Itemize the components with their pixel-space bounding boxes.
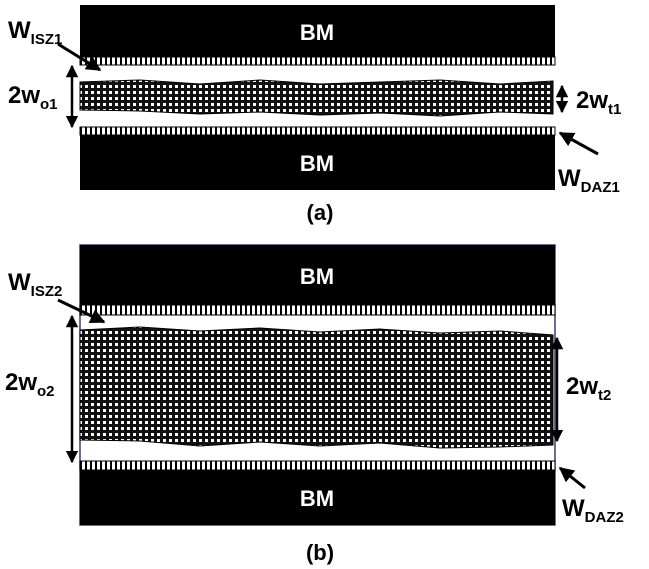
label-sub: DAZ1 bbox=[581, 179, 620, 196]
daz-label: WDAZ2 bbox=[562, 495, 624, 526]
panel-b: BM BM WISZ2 2wo2 2wt2 WDAZ2 (b) bbox=[5, 244, 624, 565]
isz-strip bbox=[79, 304, 556, 316]
label-main: W bbox=[558, 165, 581, 192]
label-sub: ISZ1 bbox=[31, 31, 63, 48]
isz-strip bbox=[79, 56, 556, 66]
wt-label: 2wt2 bbox=[566, 373, 611, 404]
label-main: 2w bbox=[5, 369, 37, 396]
wo-label: 2wo1 bbox=[8, 82, 58, 113]
base-metal bbox=[80, 5, 555, 57]
daz-strip bbox=[79, 460, 556, 471]
caption: (b) bbox=[306, 540, 334, 565]
bm-label: BM bbox=[300, 20, 334, 45]
bm-label: BM bbox=[300, 486, 334, 511]
panel-a: BM BM WISZ1 2wo1 2wt1 WDAZ1 (a) bbox=[8, 5, 621, 225]
base-metal bbox=[80, 245, 555, 305]
arrow bbox=[57, 42, 102, 72]
daz-label: WDAZ1 bbox=[558, 165, 620, 196]
wo-label: 2wo2 bbox=[5, 369, 55, 400]
caption: (a) bbox=[307, 200, 334, 225]
arrow bbox=[57, 298, 106, 324]
label-sub: DAZ2 bbox=[585, 509, 624, 526]
daz-strip bbox=[79, 126, 556, 136]
base-metal bbox=[80, 470, 555, 525]
label-main: W bbox=[8, 17, 31, 44]
label-main: 2w bbox=[576, 87, 608, 114]
label-sub: ISZ2 bbox=[31, 283, 63, 300]
arrow bbox=[558, 131, 599, 156]
isz-label: WISZ1 bbox=[8, 17, 62, 48]
bm-label: BM bbox=[300, 151, 334, 176]
label-sub: t2 bbox=[598, 387, 611, 404]
label-main: W bbox=[8, 269, 31, 296]
weld-zone bbox=[79, 79, 554, 117]
base-metal bbox=[80, 135, 555, 190]
arrow bbox=[558, 466, 586, 490]
wt-label: 2wt1 bbox=[576, 87, 621, 118]
label-sub: o1 bbox=[40, 96, 58, 113]
weld-zone bbox=[79, 326, 554, 449]
bm-label: BM bbox=[300, 264, 334, 289]
label-main: W bbox=[562, 495, 585, 522]
isz-label: WISZ2 bbox=[8, 269, 62, 300]
label-main: 2w bbox=[566, 373, 598, 400]
label-sub: o2 bbox=[37, 383, 55, 400]
label-sub: t1 bbox=[608, 101, 621, 118]
label-main: 2w bbox=[8, 82, 40, 109]
